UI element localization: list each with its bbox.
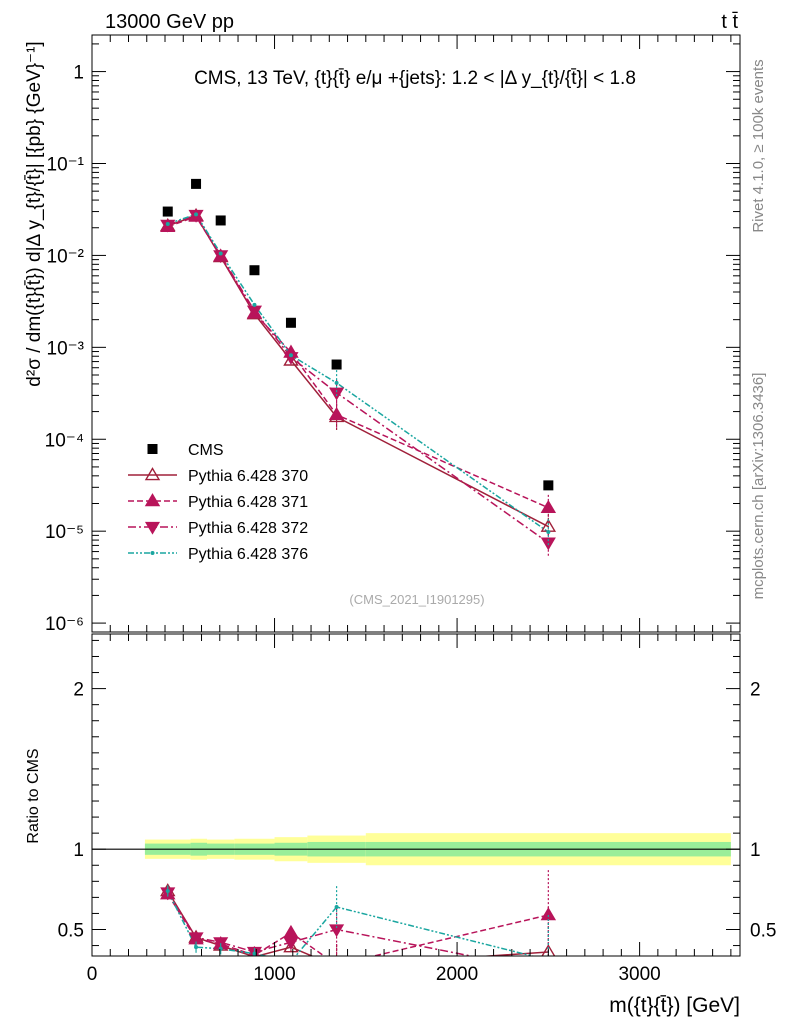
- x-tick-label: 2000: [436, 964, 478, 985]
- ratio-y-tick-label: 1: [750, 840, 761, 861]
- y-tick-label: 1: [73, 63, 84, 84]
- legend-label: Pythia 6.428 372: [188, 520, 308, 537]
- legend-marker: [144, 467, 161, 481]
- legend-marker: [147, 444, 158, 454]
- y-tick-label: 10⁻³: [47, 338, 85, 359]
- ratio-point: [283, 924, 299, 938]
- ratio-y-tick-label: 2: [750, 680, 761, 701]
- main-panel: 1 10⁻¹ 10⁻² 10⁻³ 10⁻⁴ 10⁻⁵ 10⁻⁶ 13000 GeV pp t…: [24, 11, 741, 635]
- mc-point: [283, 352, 299, 365]
- ratio-point: [330, 958, 343, 969]
- legend-marker: [144, 521, 161, 535]
- ratio-point: [546, 958, 550, 962]
- main-frame: [91, 34, 741, 633]
- mc-point: [540, 499, 557, 513]
- ratio-y-tick-label: 2: [73, 680, 84, 701]
- cms-point: [331, 359, 342, 370]
- cms-point: [191, 178, 202, 189]
- legend-label: CMS: [188, 442, 224, 459]
- ratio-point: [329, 924, 345, 938]
- ratio-point: [188, 932, 204, 946]
- x-axis-label: m({t}{t̄}) [GeV]: [609, 994, 740, 1017]
- y-axis-label: d²σ / dm({t}{t̄}) d|Δ y_{t}/{t̄}| [{pb} …: [24, 41, 45, 386]
- rivet-version-label: Rivet 4.1.0, ≥ 100k events: [750, 59, 767, 232]
- ratio-y-tick-label: 0.5: [750, 921, 776, 942]
- legend-marker: [144, 493, 161, 507]
- ratio-point: [540, 907, 557, 921]
- y-tick-label: 10⁻⁵: [45, 522, 84, 543]
- process-label: t t̄: [721, 11, 738, 33]
- legend-marker: [150, 551, 155, 555]
- mc-point: [329, 387, 345, 401]
- ratio-y-axis-label: Ratio to CMS: [25, 748, 42, 843]
- ratio-point: [165, 888, 170, 893]
- analysis-watermark: (CMS_2021_I1901295): [349, 592, 484, 607]
- ratio-point: [252, 951, 257, 956]
- mc-point: [334, 380, 339, 385]
- cms-point: [285, 317, 296, 328]
- ratio-point: [541, 944, 556, 956]
- mc-point: [252, 302, 257, 307]
- energy-label: 13000 GeV pp: [105, 11, 234, 33]
- legend-label: Pythia 6.428 376: [188, 546, 308, 563]
- x-tick-label: 0: [87, 964, 98, 985]
- y-tick-label: 10⁻⁶: [45, 614, 84, 635]
- ratio-frame: [91, 633, 741, 957]
- ratio-point: [194, 945, 199, 950]
- ratio-point: [330, 960, 343, 971]
- ratio-line: [167, 893, 549, 956]
- mc-point: [328, 406, 345, 420]
- chart-title: CMS, 13 TeV, {t}{t̄} e/μ +{jets}: 1.2 < …: [194, 68, 636, 89]
- x-tick-label: 3000: [618, 964, 660, 985]
- cms-point: [215, 215, 226, 226]
- mcplots-source-label: mcplots.cern.ch [arXiv:1306.3436]: [750, 373, 767, 600]
- mc-point: [165, 221, 170, 226]
- y-tick-label: 10⁻²: [47, 246, 85, 267]
- ratio-line: [167, 892, 475, 956]
- cms-point: [162, 206, 173, 217]
- mc-point: [213, 250, 229, 264]
- cms-point: [543, 480, 554, 491]
- ratio-point: [283, 939, 299, 953]
- x-tick-label: 1000: [253, 964, 295, 985]
- cms-point: [249, 265, 260, 276]
- y-tick-label: 10⁻⁴: [45, 430, 84, 451]
- ratio-point: [542, 967, 555, 978]
- mc-point: [283, 352, 299, 366]
- ratio-y-tick-label: 0.5: [58, 921, 84, 942]
- ratio-line: [167, 890, 536, 956]
- legend: CMS Pythia 6.428 370 Pythia 6.428 371 Pythi…: [128, 442, 308, 563]
- ratio-y-tick-label: 1: [73, 840, 84, 861]
- mc-point: [194, 212, 199, 217]
- legend-label: Pythia 6.428 371: [188, 494, 308, 511]
- ratio-panel: 0.5 0.5 1 1 2 2 0 1000 2000 3000 Ratio to CMS m({…: [25, 633, 776, 1017]
- mc-point: [288, 353, 293, 358]
- mc-point: [218, 251, 223, 256]
- ratio-point: [283, 937, 299, 951]
- y-tick-label: 10⁻¹: [47, 154, 85, 175]
- legend-label: Pythia 6.428 370: [188, 468, 308, 485]
- ratio-point: [334, 905, 339, 910]
- mc-point: [546, 529, 551, 534]
